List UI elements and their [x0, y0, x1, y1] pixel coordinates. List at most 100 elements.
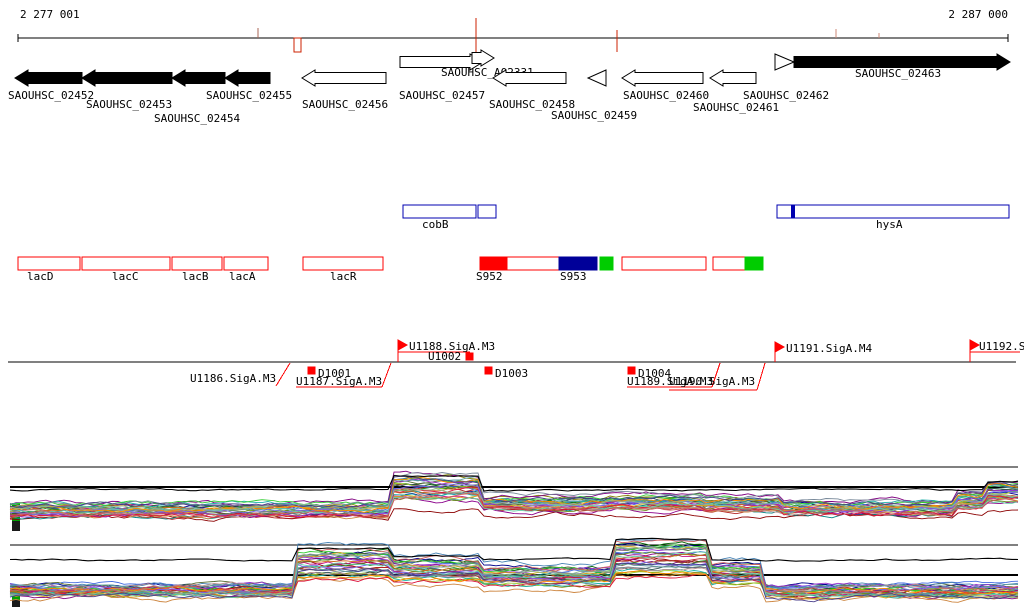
expression-trace	[9, 486, 1019, 519]
expression-trace	[9, 545, 1019, 600]
tss-box-D1001[interactable]	[307, 366, 316, 375]
gene-arrow-SAOUHSC_A02331[interactable]	[471, 49, 495, 67]
transcript-label: lacB	[182, 270, 209, 283]
tss-label: U1002	[428, 350, 461, 363]
gene-arrow-SAOUHSC_02454[interactable]	[171, 69, 226, 87]
expression-trace	[9, 573, 1018, 597]
expression-trace	[9, 567, 1019, 592]
gene-arrow-SAOUHSC_02453[interactable]	[81, 69, 173, 87]
expression-trace	[9, 551, 1019, 599]
gene-label: SAOUHSC_02460	[623, 89, 709, 102]
feature-box-cobB[interactable]	[477, 204, 497, 219]
tss-label: D1001	[318, 367, 351, 380]
transcript-label: lacA	[229, 270, 256, 283]
tss-slash	[756, 362, 766, 391]
transcript-segment[interactable]	[17, 256, 81, 271]
ruler-end-coordinate: 2 287 000	[948, 8, 1008, 21]
gene-label: SAOUHSC_02459	[551, 109, 637, 122]
gene-label: SAOUHSC_02461	[693, 101, 779, 114]
gene-label: SAOUHSC_02455	[206, 89, 292, 102]
tss-box-D1004[interactable]	[627, 366, 636, 375]
feature-box-cobB[interactable]	[402, 204, 477, 219]
gene-label: SAOUHSC_02458	[489, 98, 575, 111]
tss-label: U1189.SigA.M3	[627, 375, 713, 388]
expression-panel-2	[9, 537, 1019, 607]
expression-trace	[9, 570, 1019, 594]
transcript-segment[interactable]	[223, 256, 269, 271]
tss-slash	[381, 362, 392, 388]
gene-label: SAOUHSC_02452	[8, 89, 94, 102]
gene-arrow-SAOUHSC_02459[interactable]	[586, 69, 607, 87]
feature-box-hysA[interactable]	[776, 204, 1010, 219]
transcript-label: lacD	[27, 270, 54, 283]
transcript-track-red: lacD lacC lacB lacA lacR S952 S953	[17, 256, 764, 283]
operon-track-blue: cobB hysA	[402, 204, 1010, 231]
transcript-segment[interactable]	[171, 256, 223, 271]
tss-box-U1002[interactable]	[465, 352, 474, 361]
ruler-track	[17, 18, 1009, 57]
expression-trace	[9, 547, 1019, 591]
expression-trace	[9, 573, 1019, 603]
expression-trace	[9, 470, 1019, 507]
transcript-segment[interactable]	[302, 256, 384, 271]
transcript-label: S953	[560, 270, 587, 283]
expression-trace	[9, 490, 1019, 512]
expression-trace	[10, 492, 1019, 518]
tss-label: U1186.SigA.M3	[190, 372, 276, 385]
panel-left-block	[12, 600, 20, 607]
gene-label: SAOUHSC_02454	[154, 112, 240, 125]
gene-arrow-SAOUHSC_02458[interactable]	[492, 69, 567, 87]
transcript-label: lacR	[330, 270, 357, 283]
tss-label: U1192.S	[979, 340, 1024, 353]
ruler-feature-mark[interactable]	[293, 37, 302, 53]
gene-label: SAOUHSC_02462	[743, 89, 829, 102]
expression-panel-1	[9, 466, 1019, 531]
ruler-start-coordinate: 2 277 001	[20, 8, 80, 21]
gene-arrow-SAOUHSC_02461[interactable]	[709, 69, 757, 87]
transcript-segment[interactable]	[506, 256, 560, 271]
tss-flag-U1191.SigA.M4[interactable]	[774, 341, 786, 353]
gene-arrow-SAOUHSC_02452[interactable]	[14, 69, 83, 87]
tss-flag-U1188.SigA.M3[interactable]	[397, 339, 409, 351]
transcript-segment[interactable]	[744, 256, 764, 271]
tss-flag-U1192.S[interactable]	[969, 339, 981, 351]
transcript-segment[interactable]	[81, 256, 171, 271]
tss-label: U1191.SigA.M4	[786, 342, 872, 355]
transcript-label: lacC	[112, 270, 139, 283]
expression-trace	[9, 561, 1019, 594]
expression-trace	[9, 539, 1019, 594]
transcript-segment[interactable]	[558, 256, 598, 271]
gene-arrow-SAOUHSC_02463[interactable]	[793, 53, 1011, 71]
transcript-segment[interactable]	[621, 256, 707, 271]
gene-arrow-SAOUHSC_02457[interactable]	[399, 53, 484, 71]
panel-left-block	[12, 521, 20, 531]
gene-arrow-SAOUHSC_02462[interactable]	[774, 53, 796, 71]
tss-slash	[711, 362, 721, 388]
gene-arrow-SAOUHSC_02455[interactable]	[224, 69, 271, 87]
transcript-segment[interactable]	[479, 256, 508, 271]
expression-trace	[9, 475, 1019, 509]
tss-label: U1190.SigA.M3	[669, 375, 755, 388]
transcript-segment[interactable]	[599, 256, 614, 271]
gene-label: SAOUHSC_02457	[399, 89, 485, 102]
gene-arrow-SAOUHSC_02456[interactable]	[301, 69, 387, 87]
gene-arrow-SAOUHSC_02460[interactable]	[621, 69, 704, 87]
expression-trace	[9, 488, 1019, 511]
transcript-label: S952	[476, 270, 503, 283]
gene-label: SAOUHSC_02463	[855, 67, 941, 80]
expression-trace	[9, 482, 1019, 511]
feature-tick	[791, 205, 795, 218]
tss-box-D1003[interactable]	[484, 366, 493, 375]
feature-label: cobB	[422, 218, 449, 231]
tss-label: U1187.SigA.M3	[296, 375, 382, 388]
expression-envelope	[9, 475, 1019, 492]
gene-label: SAOUHSC_02453	[86, 98, 172, 111]
tss-label: U1188.SigA.M3	[409, 340, 495, 353]
feature-label: hysA	[876, 218, 903, 231]
expression-trace	[9, 472, 1019, 508]
tss-label: D1004	[638, 367, 671, 380]
